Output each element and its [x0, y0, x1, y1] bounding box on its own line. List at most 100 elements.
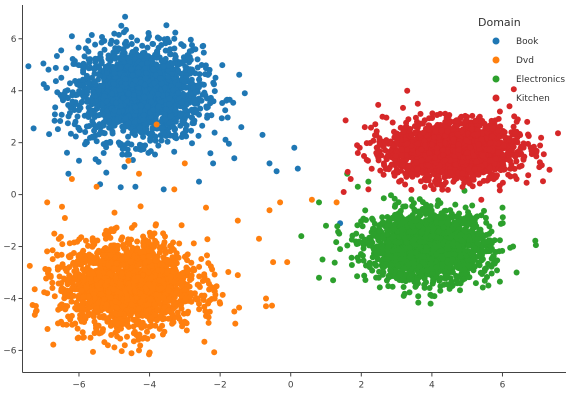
data-point: [211, 349, 218, 356]
data-point: [178, 302, 184, 309]
data-point: [474, 213, 481, 220]
data-point: [32, 303, 39, 309]
data-point: [44, 199, 51, 206]
data-point: [479, 284, 486, 291]
data-point: [176, 315, 183, 322]
data-point: [494, 267, 500, 274]
data-point: [211, 88, 218, 95]
data-point: [65, 170, 72, 177]
data-point: [74, 91, 81, 98]
data-point: [360, 257, 367, 264]
data-point: [66, 240, 73, 247]
data-point: [108, 242, 115, 249]
data-point: [207, 263, 214, 270]
data-point: [183, 122, 190, 129]
data-point: [122, 13, 129, 20]
data-point: [89, 133, 96, 140]
data-point: [132, 183, 139, 190]
data-point: [137, 299, 144, 306]
data-point: [115, 31, 122, 38]
data-point: [136, 125, 143, 131]
data-point: [270, 259, 277, 266]
data-point: [348, 254, 355, 261]
data-point: [180, 92, 187, 99]
data-point: [90, 348, 96, 355]
data-point: [225, 269, 232, 275]
data-point: [101, 93, 108, 100]
data-point: [141, 94, 148, 101]
data-point: [224, 114, 231, 121]
data-point: [266, 207, 273, 214]
data-point: [155, 142, 162, 149]
data-point: [139, 42, 146, 49]
data-point: [184, 268, 191, 275]
data-point: [193, 107, 200, 114]
data-point: [99, 252, 106, 259]
data-point: [137, 203, 144, 210]
data-point: [26, 262, 33, 269]
data-point: [413, 282, 420, 289]
data-point: [122, 115, 129, 122]
data-point: [54, 89, 61, 96]
data-point: [136, 260, 143, 267]
data-point: [187, 290, 194, 296]
data-point: [198, 97, 205, 104]
data-point: [146, 351, 152, 358]
data-point: [123, 151, 130, 158]
data-point: [68, 176, 75, 182]
data-point: [128, 307, 135, 314]
data-point: [204, 252, 210, 259]
data-point: [119, 303, 126, 310]
data-point: [71, 121, 78, 128]
data-point: [137, 322, 144, 329]
data-point: [158, 137, 165, 144]
data-point: [65, 313, 72, 320]
data-point: [100, 141, 107, 148]
data-point: [479, 256, 486, 263]
data-point: [183, 327, 190, 334]
data-point: [219, 291, 226, 298]
data-point: [181, 84, 188, 91]
data-point: [175, 89, 182, 96]
data-point: [344, 242, 351, 249]
data-point: [496, 237, 503, 244]
data-point: [69, 89, 76, 96]
data-point: [151, 80, 158, 87]
data-point: [125, 90, 132, 97]
data-point: [111, 107, 118, 114]
data-point: [196, 178, 202, 185]
data-point: [58, 280, 65, 286]
data-point: [116, 86, 123, 93]
data-point: [205, 314, 212, 321]
data-point: [72, 60, 78, 67]
data-point: [277, 199, 284, 206]
data-point: [58, 74, 65, 81]
data-point: [194, 281, 201, 288]
data-point: [189, 140, 195, 147]
data-point: [149, 333, 156, 340]
data-point: [259, 131, 266, 138]
data-point: [105, 112, 112, 119]
data-point: [58, 47, 65, 54]
data-point: [112, 275, 119, 282]
data-point: [69, 56, 76, 62]
data-point: [44, 326, 51, 332]
data-point: [187, 277, 193, 283]
data-point: [164, 268, 171, 275]
data-point: [198, 256, 205, 262]
data-point: [68, 33, 75, 40]
data-point: [112, 298, 119, 305]
data-point: [147, 93, 154, 100]
data-point: [69, 321, 76, 328]
data-point: [172, 52, 178, 58]
data-point: [75, 334, 82, 341]
data-point: [360, 245, 367, 252]
data-point: [88, 32, 95, 38]
data-point: [57, 233, 64, 240]
data-point: [226, 96, 233, 103]
data-point: [148, 247, 155, 254]
data-point: [196, 71, 203, 78]
data-point: [159, 322, 166, 329]
data-point: [195, 82, 201, 89]
data-point: [499, 214, 506, 221]
